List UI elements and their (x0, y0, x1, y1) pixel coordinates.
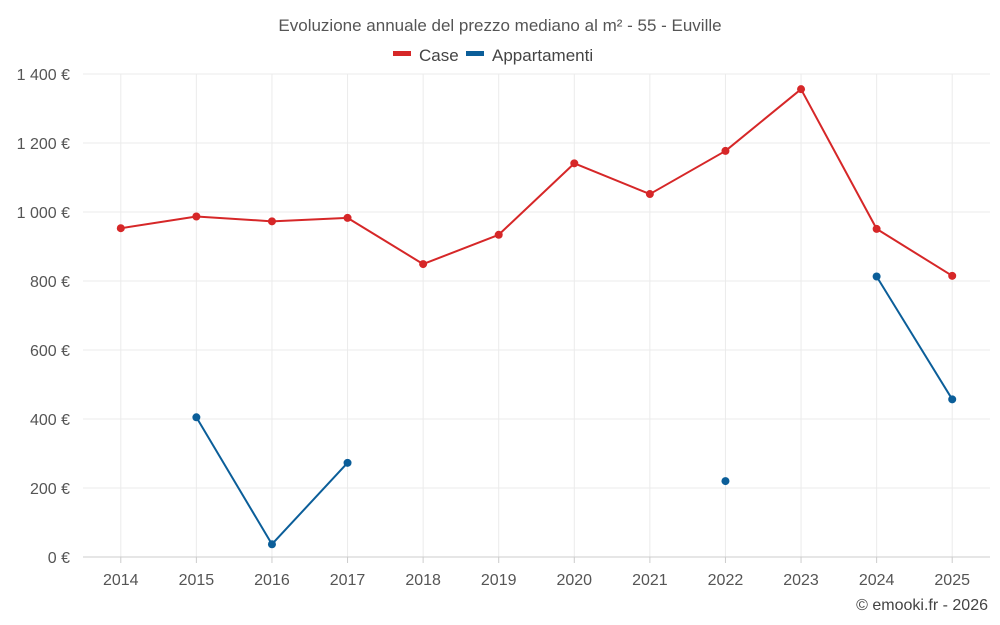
grid (83, 73, 990, 557)
y-tick-label: 1 400 € (17, 67, 70, 84)
series-line-case (120, 88, 953, 277)
credit-text: © emooki.fr - 2026 (856, 597, 988, 614)
series-appartamenti (192, 272, 957, 549)
chart-title: Evoluzione annuale del prezzo mediano al… (278, 16, 721, 35)
x-tick-label: 2020 (556, 572, 592, 589)
legend-swatch-case[interactable] (393, 51, 411, 56)
y-tick-label: 0 € (48, 550, 70, 567)
data-point-case[interactable] (645, 190, 654, 199)
data-point-case[interactable] (343, 213, 352, 222)
data-point-appartamenti[interactable] (343, 458, 352, 467)
data-point-appartamenti[interactable] (192, 413, 201, 422)
x-tick-label: 2018 (405, 572, 441, 589)
data-point-case[interactable] (872, 224, 881, 233)
x-tick-label: 2024 (859, 572, 895, 589)
data-point-case[interactable] (267, 217, 276, 226)
y-tick-label: 800 € (30, 274, 70, 291)
series-layer (116, 85, 957, 549)
series-line-appartamenti (875, 275, 954, 400)
series-case (116, 85, 957, 280)
legend-label-appartamenti[interactable]: Appartamenti (492, 46, 593, 65)
legend-label-case[interactable]: Case (419, 46, 459, 65)
y-tick-label: 400 € (30, 412, 70, 429)
data-point-case[interactable] (797, 85, 806, 94)
x-tick-label: 2014 (103, 572, 139, 589)
data-point-case[interactable] (116, 224, 125, 233)
x-tick-label: 2025 (934, 572, 970, 589)
data-point-case[interactable] (721, 146, 730, 155)
axes: 0 € 200 € 400 € 600 € 800 € 1 000 € 1 200 € 1 4… (17, 67, 990, 589)
data-point-appartamenti[interactable] (948, 395, 957, 404)
data-point-appartamenti[interactable] (872, 272, 881, 281)
data-point-case[interactable] (948, 271, 957, 280)
x-tick-label: 2016 (254, 572, 290, 589)
data-point-appartamenti[interactable] (267, 540, 276, 549)
x-tick-label: 2023 (783, 572, 819, 589)
legend-swatch-appartamenti[interactable] (466, 51, 484, 56)
data-point-case[interactable] (570, 159, 579, 168)
y-tick-label: 600 € (30, 343, 70, 360)
y-tick-label: 1 000 € (17, 205, 70, 222)
y-tick-label: 1 200 € (17, 136, 70, 153)
data-point-case[interactable] (419, 260, 428, 269)
y-tick-label: 200 € (30, 481, 70, 498)
data-point-case[interactable] (494, 230, 503, 239)
x-tick-label: 2019 (481, 572, 517, 589)
x-tick-label: 2017 (330, 572, 366, 589)
x-tick-label: 2021 (632, 572, 668, 589)
data-point-appartamenti[interactable] (721, 477, 730, 486)
data-point-case[interactable] (192, 212, 201, 221)
x-tick-label: 2022 (708, 572, 744, 589)
x-tick-label: 2015 (179, 572, 215, 589)
legend: Case Appartamenti (393, 46, 593, 65)
